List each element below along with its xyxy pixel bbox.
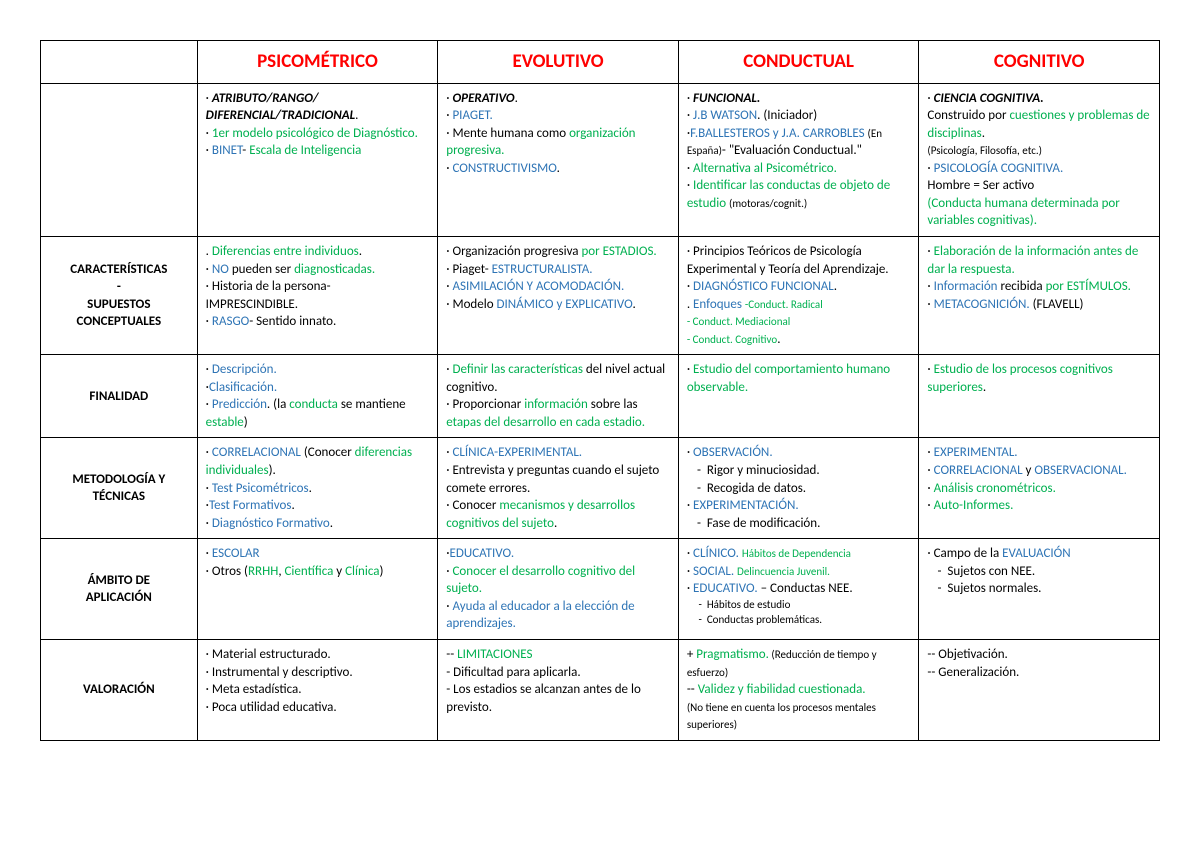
cell-intro-cog: · CIENCIA COGNITIVA. Construido por cues… — [919, 83, 1160, 236]
cell-final-psico: · Descripción. ·Clasificación. · Predicc… — [197, 355, 438, 438]
col-conductual: CONDUCTUAL — [678, 41, 919, 84]
cell-metod-cog: · EXPERIMENTAL. · CORRELACIONAL y OBSERV… — [919, 438, 1160, 539]
cell-ambito-evo: ·EDUCATIVO. · Conocer el desarrollo cogn… — [438, 539, 679, 640]
row-caracteristicas: CARACTERÍSTICAS - SUPUESTOS CONCEPTUALES… — [41, 237, 1160, 355]
rowlabel-metodologia: METODOLOGÍA YTÉCNICAS — [41, 438, 198, 539]
row-finalidad: FINALIDAD · Descripción. ·Clasificación.… — [41, 355, 1160, 438]
col-evolutivo: EVOLUTIVO — [438, 41, 679, 84]
cell-metod-psico: · CORRELACIONAL (Conocer diferencias ind… — [197, 438, 438, 539]
cell-caract-cond: · Principios Teóricos de Psicología Expe… — [678, 237, 919, 355]
row-metodologia: METODOLOGÍA YTÉCNICAS · CORRELACIONAL (C… — [41, 438, 1160, 539]
cell-final-evo: · Definir las características del nivel … — [438, 355, 679, 438]
cell-valor-cog: -- Objetivación. -- Generalización. — [919, 639, 1160, 740]
col-cognitivo: COGNITIVO — [919, 41, 1160, 84]
cell-ambito-psico: · ESCOLAR · Otros (RRHH, Científica y Cl… — [197, 539, 438, 640]
cell-caract-evo: · Organización progresiva por ESTADIOS. … — [438, 237, 679, 355]
cell-metod-evo: · CLÍNICA-EXPERIMENTAL. · Entrevista y p… — [438, 438, 679, 539]
cell-valor-psico: · Material estructurado. · Instrumental … — [197, 639, 438, 740]
row-intro: · ATRIBUTO/RANGO/ DIFERENCIAL/TRADICIONA… — [41, 83, 1160, 236]
header-blank — [41, 41, 198, 84]
rowlabel-caracteristicas: CARACTERÍSTICAS - SUPUESTOS CONCEPTUALES — [41, 237, 198, 355]
row-ambito: ÁMBITO DEAPLICACIÓN · ESCOLAR · Otros (R… — [41, 539, 1160, 640]
cell-final-cond: · Estudio del comportamiento humano obse… — [678, 355, 919, 438]
cell-intro-cond: · FUNCIONAL. · J.B WATSON. (Iniciador) ·… — [678, 83, 919, 236]
rowlabel-ambito: ÁMBITO DEAPLICACIÓN — [41, 539, 198, 640]
cell-caract-psico: . Diferencias entre individuos. · NO pue… — [197, 237, 438, 355]
rowlabel-finalidad: FINALIDAD — [41, 355, 198, 438]
cell-valor-evo: -- LIMITACIONES - Dificultad para aplica… — [438, 639, 679, 740]
cell-intro-evo: · OPERATIVO. · PIAGET. · Mente humana co… — [438, 83, 679, 236]
cell-ambito-cog: · Campo de la EVALUACIÓN Sujetos con NEE… — [919, 539, 1160, 640]
col-psicometrico: PSICOMÉTRICO — [197, 41, 438, 84]
rowlabel-valoracion: VALORACIÓN — [41, 639, 198, 740]
table-header-row: PSICOMÉTRICO EVOLUTIVO CONDUCTUAL COGNIT… — [41, 41, 1160, 84]
rowlabel-intro — [41, 83, 198, 236]
cell-final-cog: · Estudio de los procesos cognitivos sup… — [919, 355, 1160, 438]
cell-intro-psico: · ATRIBUTO/RANGO/ DIFERENCIAL/TRADICIONA… — [197, 83, 438, 236]
cell-metod-cond: · OBSERVACIÓN. Rigor y minuciosidad.Reco… — [678, 438, 919, 539]
cell-valor-cond: + Pragmatismo. (Reducción de tiempo y es… — [678, 639, 919, 740]
cell-caract-cog: · Elaboración de la información antes de… — [919, 237, 1160, 355]
cell-ambito-cond: · CLÍNICO. Hábitos de Dependencia · SOCI… — [678, 539, 919, 640]
row-valoracion: VALORACIÓN · Material estructurado. · In… — [41, 639, 1160, 740]
comparison-table: PSICOMÉTRICO EVOLUTIVO CONDUCTUAL COGNIT… — [40, 40, 1160, 741]
